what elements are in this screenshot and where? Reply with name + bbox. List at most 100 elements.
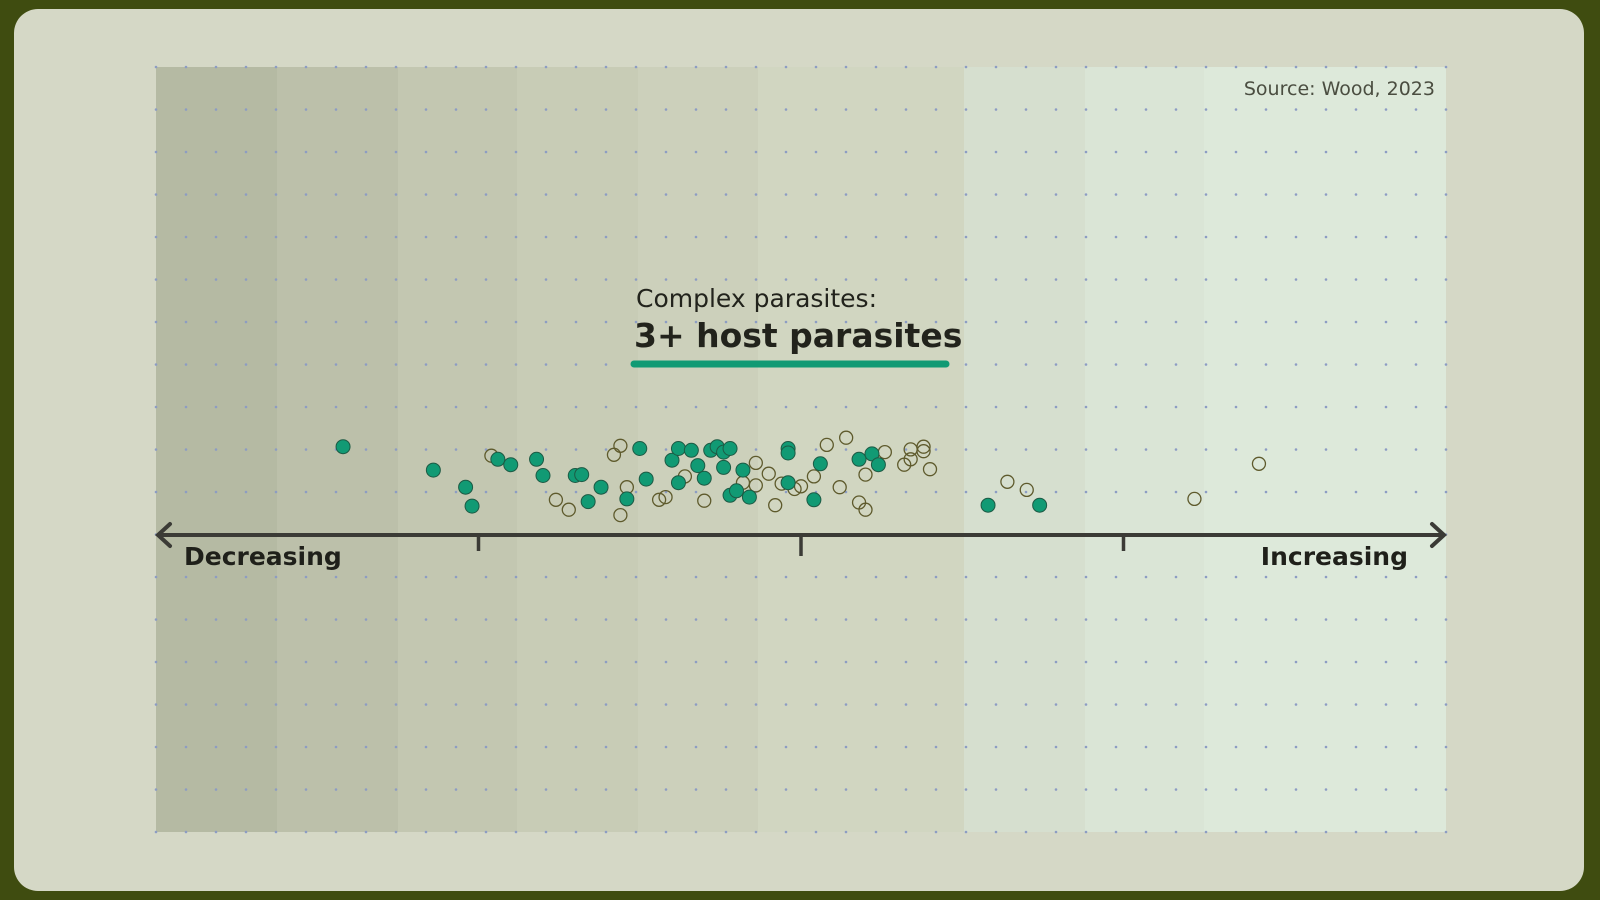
grid-dot (184, 575, 188, 579)
grid-dot (604, 108, 608, 111)
grid-dot (454, 193, 458, 196)
grid-dot (214, 490, 218, 494)
arrow-right-icon (1430, 522, 1447, 548)
grid-dot (1174, 150, 1178, 154)
point-filled (632, 441, 648, 456)
grid-dot (1114, 830, 1118, 834)
grid-dot (904, 405, 908, 409)
grid-dot (1204, 278, 1208, 281)
grid-dot (1084, 830, 1088, 834)
grid-dot (184, 405, 188, 409)
grid-dot (1354, 65, 1358, 69)
grid-dot (184, 278, 188, 281)
grid-dot (784, 405, 788, 409)
grid-dot (634, 490, 638, 494)
grid-dot (244, 448, 248, 451)
grid-dot (1204, 618, 1208, 621)
grid-dot (334, 703, 338, 706)
point-filled (696, 470, 712, 486)
grid-dot (634, 150, 638, 154)
point-filled (735, 462, 751, 478)
grid-dot (1324, 320, 1328, 324)
grid-dot (304, 278, 308, 281)
grid-dot (994, 405, 998, 409)
grid-dot (814, 830, 818, 834)
grid-dot (1084, 278, 1088, 281)
grid-dot (574, 193, 578, 196)
grid-dot (664, 320, 668, 324)
grid-dot (424, 150, 428, 154)
point-filled (741, 489, 757, 505)
grid-dot (814, 150, 818, 154)
grid-dot (574, 703, 578, 706)
grid-dot (1324, 65, 1328, 69)
grid-dot (424, 703, 428, 706)
grid-dot (844, 150, 848, 154)
grid-dot (1264, 745, 1268, 749)
source-label: Source: Wood, 2023 (1244, 78, 1435, 100)
grid-dot (1174, 320, 1178, 324)
grid-dot (574, 788, 578, 791)
grid-dot (694, 108, 698, 111)
point-filled (458, 479, 474, 495)
grid-dot (1444, 703, 1448, 706)
grid-dot (994, 490, 998, 494)
grid-dot (664, 575, 668, 579)
grid-dot (1444, 65, 1448, 69)
grid-dot (1204, 660, 1208, 664)
grid-dot (964, 150, 968, 154)
grid-dot (1084, 788, 1088, 791)
grid-dot (484, 278, 488, 281)
grid-dot (904, 618, 908, 621)
grid-dot (1384, 235, 1388, 239)
grid-dot (844, 65, 848, 69)
grid-dot (334, 788, 338, 791)
grid-dot (1444, 745, 1448, 749)
point-filled (780, 445, 796, 461)
grid-dot (904, 278, 908, 281)
chart-subtitle: 3+ host parasites (634, 316, 962, 355)
grid-dot (964, 278, 968, 281)
grid-dot (724, 150, 728, 154)
point-filled (683, 442, 699, 458)
grid-dot (994, 745, 998, 749)
grid-dot (274, 703, 278, 706)
grid-dot (334, 65, 338, 69)
grid-dot (274, 65, 278, 69)
grid-dot (1414, 830, 1418, 834)
grid-dot (154, 108, 158, 111)
grid-dot (1414, 108, 1418, 111)
grid-dot (214, 278, 218, 281)
point-filled (574, 467, 590, 483)
grid-dot (724, 235, 728, 239)
grid-dot (1354, 575, 1358, 579)
grid-dot (1024, 618, 1028, 621)
grid-dot (214, 660, 218, 664)
grid-dot (964, 448, 968, 451)
grid-dot (514, 575, 518, 579)
point-open (561, 502, 576, 517)
grid-dot (874, 108, 878, 111)
grid-dot (994, 830, 998, 834)
grid-dot (1114, 660, 1118, 664)
point-open (916, 439, 931, 454)
grid-dot (1084, 405, 1088, 409)
point-filled (670, 475, 686, 491)
grid-dot (874, 320, 878, 324)
grid-dot (304, 703, 308, 706)
grid-dot (604, 448, 608, 451)
grid-dot (1444, 575, 1448, 579)
grid-dot (394, 703, 398, 706)
grid-dot (964, 660, 968, 664)
grid-dot (514, 65, 518, 69)
grid-dot (454, 363, 458, 366)
grid-dot (1204, 193, 1208, 196)
grid-dot (1324, 830, 1328, 834)
grid-dot (544, 788, 548, 791)
grid-dot (484, 830, 488, 834)
grid-dot (1234, 278, 1238, 281)
grid-dot (904, 830, 908, 834)
grid-dot (1174, 830, 1178, 834)
grid-dot (724, 618, 728, 621)
grid-dot (874, 490, 878, 494)
